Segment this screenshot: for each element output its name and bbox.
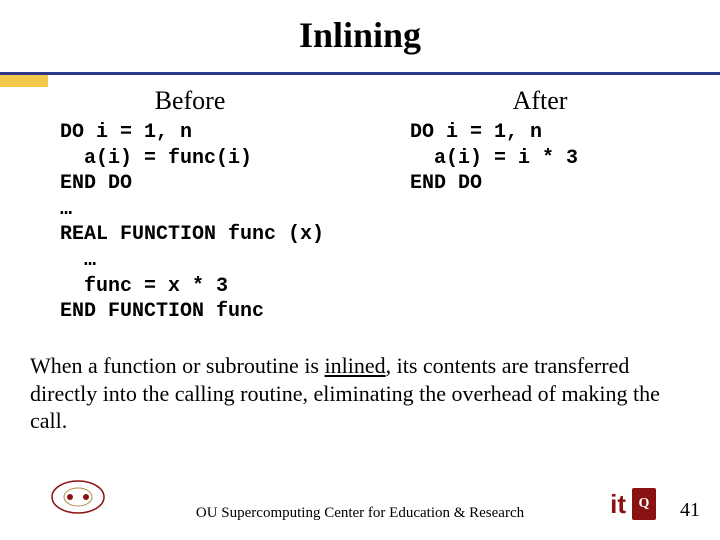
ou-logo-icon: Q <box>632 488 656 520</box>
explain-underlined: inlined <box>325 353 386 378</box>
before-heading: Before <box>60 86 400 116</box>
explain-pre: When a function or subroutine is <box>30 353 325 378</box>
after-code: DO i = 1, n a(i) = i * 3 END DO <box>410 120 670 197</box>
rule-blue <box>0 72 720 75</box>
title-rule <box>0 72 720 87</box>
before-code: DO i = 1, n a(i) = func(i) END DO … REAL… <box>60 120 400 325</box>
slide-title: Inlining <box>0 0 720 64</box>
explanation-text: When a function or subroutine is inlined… <box>30 352 690 435</box>
after-column: After DO i = 1, n a(i) = i * 3 END DO <box>410 86 670 325</box>
after-heading: After <box>410 86 670 116</box>
before-column: Before DO i = 1, n a(i) = func(i) END DO… <box>60 86 400 325</box>
right-logo-group: it Q <box>610 488 656 520</box>
rule-yellow <box>0 75 48 87</box>
code-columns: Before DO i = 1, n a(i) = func(i) END DO… <box>60 86 690 325</box>
footer: OU Supercomputing Center for Education &… <box>0 478 720 528</box>
page-number: 41 <box>680 499 700 522</box>
it-logo-text: it <box>610 489 626 520</box>
ou-logo-text: Q <box>639 496 650 512</box>
